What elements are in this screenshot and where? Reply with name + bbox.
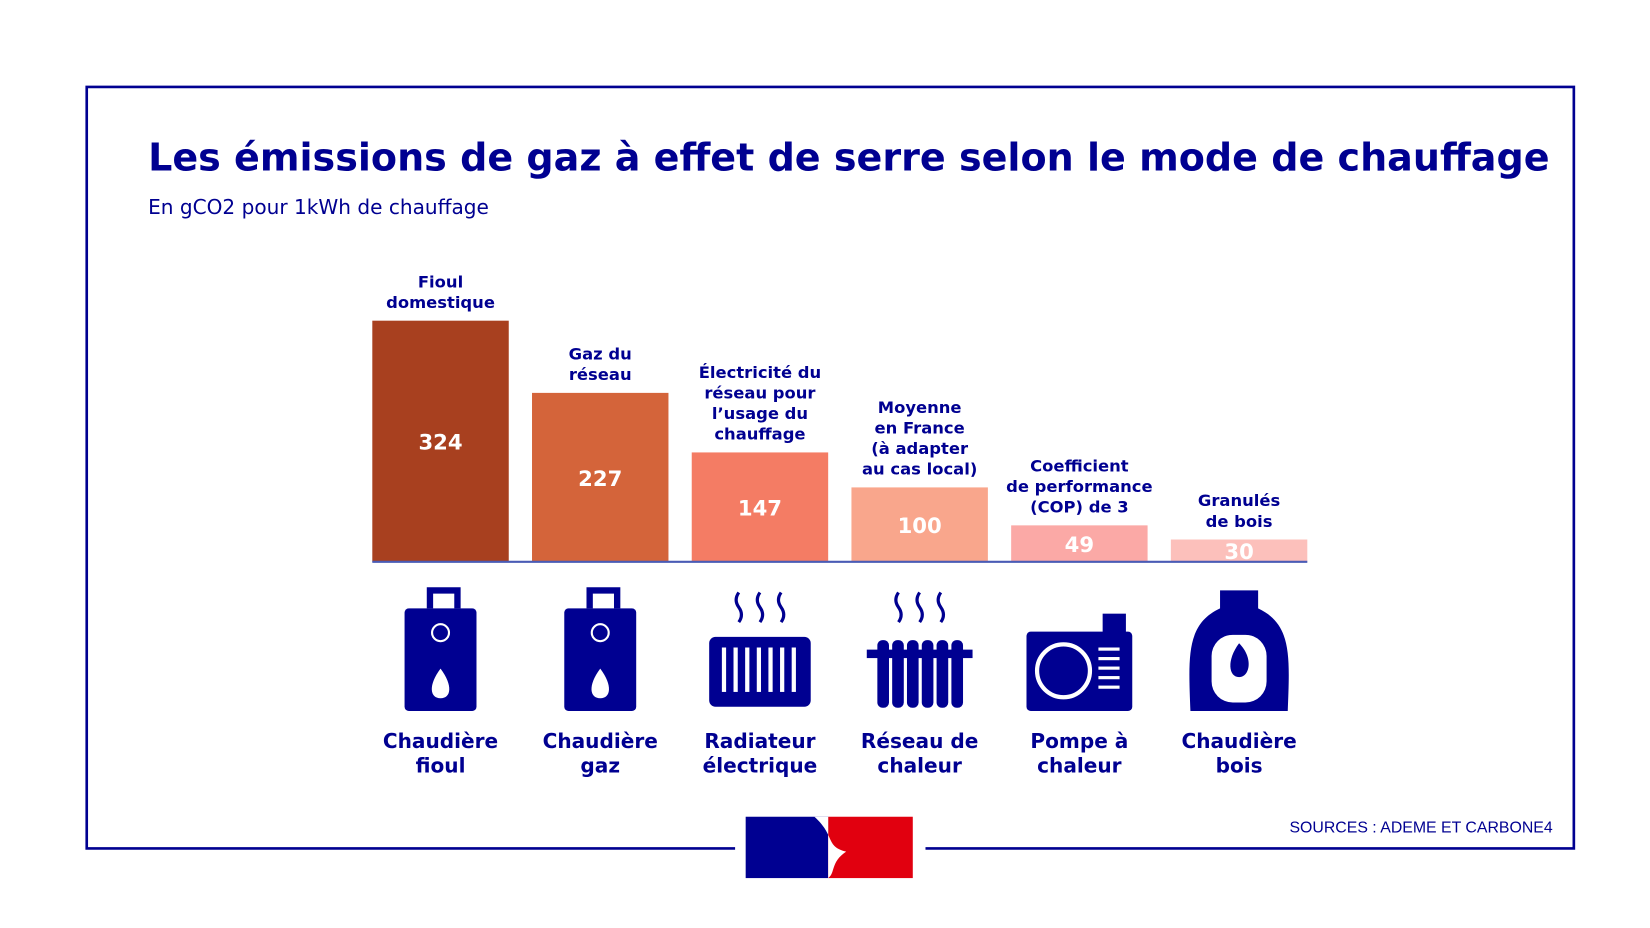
icon-wave: [734, 591, 744, 624]
icon-pipe: [866, 649, 973, 659]
icon-fin: [780, 647, 785, 692]
icon-grille: [1098, 657, 1120, 661]
logo-red: [828, 816, 913, 879]
icon-fin: [756, 647, 762, 692]
icon-pipe: [586, 587, 621, 609]
logo: [745, 816, 913, 879]
bar: [1170, 539, 1308, 562]
icon-wave: [915, 591, 924, 624]
system-label: Chaudière gaz: [543, 729, 658, 777]
icon-drop: [431, 668, 450, 699]
source: SOURCES : ADEME ET CARBONE4: [1289, 820, 1552, 837]
system-label: Chaudière fioul: [383, 729, 498, 777]
system-label: Radiateur électrique: [703, 729, 818, 777]
chart-subtitle: En gCO2 pour 1kWh de chauffage: [148, 195, 489, 219]
icon-body: [404, 608, 477, 711]
system-label: Pompe à chaleur: [1030, 729, 1128, 777]
value-label: 100: [898, 513, 942, 538]
value-label: 324: [418, 430, 462, 455]
icon-grille: [1098, 685, 1120, 689]
icon-fin: [733, 647, 738, 692]
icon-top: [1102, 613, 1126, 635]
system-label: Réseau de chaleur: [861, 729, 978, 777]
logo-profile: [814, 816, 847, 879]
value-label: 147: [738, 496, 782, 521]
icon-fin: [768, 647, 773, 692]
icon-wave: [936, 591, 946, 624]
icon-fin: [791, 647, 796, 692]
icon-wave: [776, 591, 786, 624]
bar: [532, 392, 669, 562]
bar: [691, 452, 829, 562]
icon-gauge: [431, 623, 451, 643]
bar: [851, 487, 988, 562]
value-label: 49: [1065, 532, 1094, 557]
icon-body: [564, 608, 637, 711]
system-label: Chaudière bois: [1181, 729, 1296, 777]
category-label: Moyenne en France (à adapter au cas local): [862, 398, 977, 479]
icon: [1189, 590, 1289, 711]
frame: [85, 85, 1576, 850]
icon-wave: [755, 591, 765, 624]
icon-gauge: [590, 623, 610, 643]
icon-wave: [894, 591, 903, 624]
icon-drop: [591, 668, 609, 699]
icon-grille: [1098, 676, 1120, 680]
category-label: Gaz du réseau: [569, 345, 632, 385]
value-label: 227: [578, 466, 622, 491]
icon: [404, 587, 477, 711]
icon-grille: [1098, 647, 1120, 651]
icon: [564, 587, 637, 711]
value-label: 30: [1224, 539, 1253, 564]
category-label: Fioul domestique: [386, 272, 495, 312]
icon: [866, 591, 973, 708]
icon: [1026, 613, 1133, 711]
bar: [1011, 525, 1148, 562]
logo-blue: [745, 816, 829, 879]
icon-pipe: [426, 587, 461, 609]
icon-grille: [1098, 666, 1120, 670]
icon-fin: [721, 647, 727, 692]
icon-fan: [1034, 642, 1093, 700]
bar: [372, 320, 509, 562]
category-label: Électricité du réseau pour l’usage du chauf…: [699, 363, 821, 444]
icon-body: [1026, 631, 1133, 711]
icon-fin: [745, 647, 750, 692]
icon-flame: [1230, 643, 1249, 678]
chart-title: Les émissions de gaz à effet de serre se…: [148, 135, 1549, 179]
icon: [709, 591, 811, 707]
category-label: Coefficient de performance (COP) de 3: [1006, 456, 1152, 516]
category-label: Granulés de bois: [1198, 491, 1280, 531]
